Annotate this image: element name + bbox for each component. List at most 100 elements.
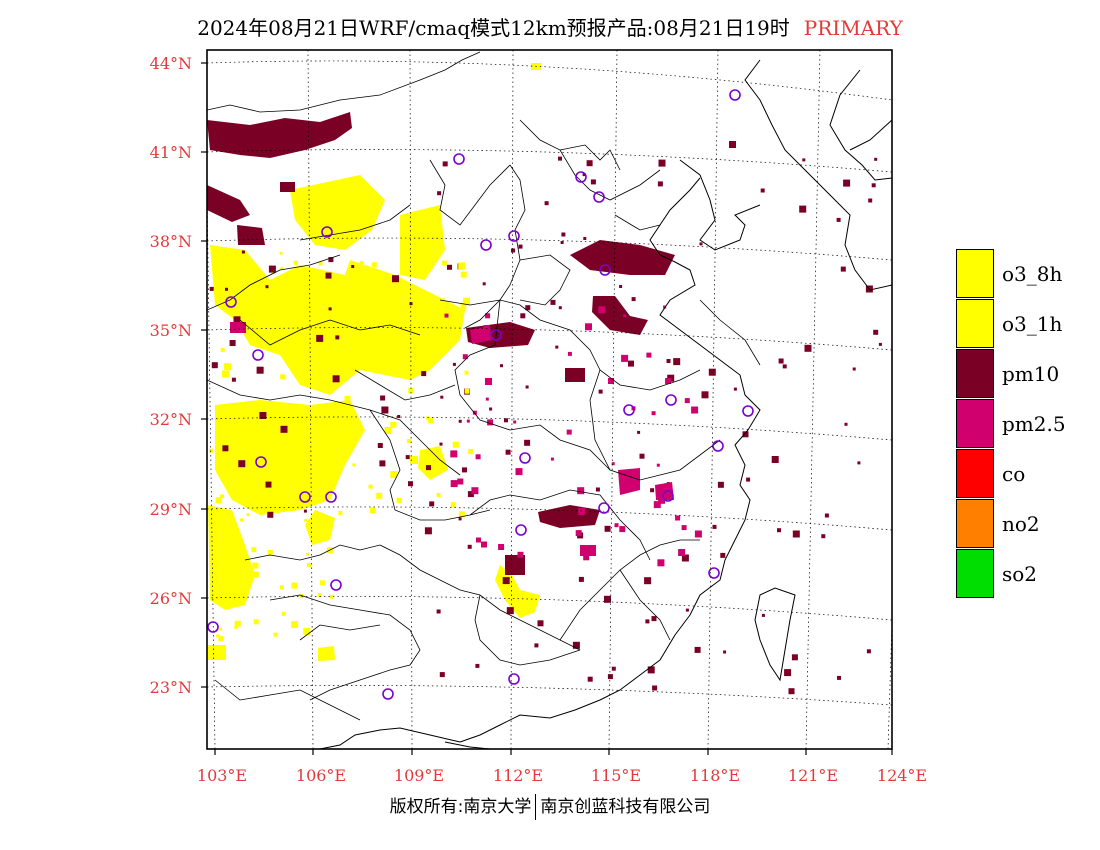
pollution-pixel (423, 332, 430, 339)
pollution-pixel (229, 340, 236, 346)
legend-item: pm2.5 (956, 399, 1100, 449)
footer-separator (535, 794, 537, 820)
pollution-pixel (390, 471, 398, 479)
pollution-pixel (464, 370, 469, 375)
pollution-pixel (252, 562, 259, 569)
pollution-pixel (249, 452, 253, 456)
lat-label-26n: 26°N (150, 589, 192, 608)
pollution-pixel (777, 528, 781, 533)
station-marker (665, 394, 677, 406)
station-marker (453, 153, 465, 165)
pollution-pixel (582, 173, 586, 177)
pollution-pixel (450, 502, 456, 508)
pollution-pixel (422, 348, 428, 355)
pollution-pixel (598, 389, 603, 394)
pollution-pixel (314, 536, 321, 543)
pollution-pixel (267, 511, 274, 518)
pollution-pixel (307, 479, 311, 484)
pollution-pixel (572, 641, 580, 649)
legend-label: pm10 (1002, 362, 1060, 386)
legend-item: so2 (956, 549, 1100, 599)
pollution-pixel (421, 371, 427, 377)
pollution-pixel (232, 482, 238, 488)
pollution-pixel (231, 420, 237, 426)
pollution-pixel (623, 314, 627, 318)
pollution-pixel (426, 465, 431, 471)
pollution-pixel (681, 525, 687, 531)
pollution-pixel (447, 264, 452, 270)
pollution-pixel (215, 275, 220, 280)
pollution-pixel (873, 329, 879, 335)
pollution-pixel (452, 362, 456, 366)
pollution-pixel (821, 534, 826, 539)
pollution-pixel (234, 625, 238, 629)
pollution-pixel (426, 416, 431, 421)
pollution-pixel (681, 554, 689, 562)
pollution-pixel (802, 158, 806, 162)
station-marker (325, 491, 337, 503)
pollution-pixel (246, 433, 253, 440)
pollution-pixel (476, 537, 481, 543)
pollution-pixel (380, 395, 386, 401)
pollution-pixel (335, 335, 340, 340)
pollution-pixel (243, 564, 251, 572)
pollution-pixel (857, 461, 861, 465)
pollution-pixel (376, 492, 383, 499)
pollution-pixel (444, 313, 449, 318)
station-marker (708, 567, 720, 579)
pollution-pixel (729, 141, 736, 148)
pollution-pixel (761, 613, 765, 617)
legend-label: no2 (1002, 512, 1040, 536)
pollution-pixel (252, 571, 259, 578)
legend-swatch (956, 249, 994, 298)
pollution-pixel (271, 451, 278, 458)
pollution-pixel (475, 454, 481, 460)
pollution-pixel (525, 305, 531, 311)
station-marker (490, 329, 502, 341)
pollution-pixel (371, 262, 377, 268)
pollution-pixel (604, 595, 611, 603)
pollution-pixel (329, 594, 334, 599)
pollution-pixel (650, 488, 655, 493)
pollution-pixel (708, 368, 716, 376)
pollution-pixel (218, 627, 222, 631)
pollution-pixel (506, 607, 514, 615)
pollution-pixel (437, 191, 442, 196)
pollution-pixel (384, 427, 392, 434)
legend-label: so2 (1002, 562, 1038, 586)
title-text: 2024年08月21日WRF/cmaq模式12km预报产品:08月21日19时 (197, 16, 790, 40)
pollution-pixel (517, 551, 524, 558)
pollution-pixel (844, 422, 848, 426)
pollution-pixel (281, 611, 286, 616)
pollution-pixel (462, 467, 467, 473)
pollution-pixel (379, 460, 386, 467)
pollution-pixel (369, 507, 376, 514)
pollution-pixel (328, 257, 334, 263)
pollution-pixel (439, 442, 443, 446)
pollution-pixel (226, 408, 230, 412)
pollution-pixel (647, 666, 655, 674)
pollution-pixel (468, 449, 474, 455)
pollution-pixel (534, 643, 539, 648)
pollution-pixel (265, 285, 269, 289)
pollution-pixel (467, 544, 472, 549)
pollution-pixel (840, 266, 846, 272)
pollution-pixel (520, 313, 526, 319)
pollution-pixel (300, 371, 307, 379)
pollution-pixel (871, 183, 876, 188)
pollution-pixel (401, 282, 406, 287)
legend-swatch (956, 299, 994, 348)
footer-copyright: 版权所有:南京大学 (389, 797, 532, 817)
station-marker (599, 264, 611, 276)
legend-swatch (956, 449, 994, 498)
pollution-pixel (852, 367, 856, 371)
legend-label: o3_1h (1002, 312, 1063, 336)
station-marker (712, 440, 724, 452)
pollution-pixel (608, 378, 614, 384)
pollution-pixel (224, 363, 231, 371)
pollution-pixel (338, 511, 343, 515)
pollution-pixel (317, 593, 322, 597)
pollution-pixel (254, 283, 262, 291)
pollution-pixel (657, 181, 663, 187)
pollution-pixel (232, 281, 236, 285)
